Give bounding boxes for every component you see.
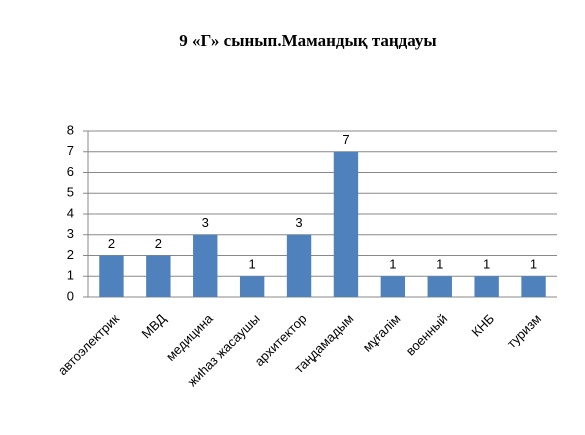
y-tick-label: 6	[67, 164, 74, 179]
data-label: 1	[436, 257, 443, 272]
data-label: 7	[342, 132, 349, 147]
y-tick-label: 0	[67, 288, 74, 303]
x-tick-label: автоэлектрик	[55, 311, 122, 378]
x-tick-label: мұғалім	[360, 311, 404, 355]
y-tick-label: 7	[67, 143, 74, 158]
bar	[146, 255, 171, 297]
x-tick-label: КНБ	[469, 311, 498, 340]
data-label: 1	[389, 257, 396, 272]
data-label: 2	[108, 236, 115, 251]
data-label: 2	[155, 236, 162, 251]
x-tick-label: туризм	[504, 311, 544, 351]
data-label: 1	[249, 257, 256, 272]
y-tick-label: 4	[67, 205, 74, 220]
y-tick-label: 2	[67, 247, 74, 262]
bar	[333, 151, 359, 297]
bar	[380, 276, 406, 297]
bar	[427, 276, 452, 297]
x-tick-label: МВД	[138, 311, 169, 342]
y-tick-label: 8	[67, 122, 74, 137]
data-label: 3	[295, 215, 302, 230]
data-label: 1	[483, 257, 490, 272]
y-tick-label: 3	[67, 226, 74, 241]
y-tick-label: 5	[67, 185, 74, 200]
data-label: 1	[530, 257, 537, 272]
x-tick-label: военный	[403, 311, 451, 359]
data-label: 3	[202, 215, 209, 230]
bar	[239, 276, 265, 297]
bar	[286, 234, 312, 297]
bar	[193, 234, 218, 297]
bar	[474, 276, 499, 297]
y-tick-label: 1	[67, 268, 74, 283]
bar	[521, 276, 546, 297]
bar	[99, 255, 124, 297]
chart-title: 9 «Г» сынып.Мамандық таңдауы	[179, 31, 436, 50]
